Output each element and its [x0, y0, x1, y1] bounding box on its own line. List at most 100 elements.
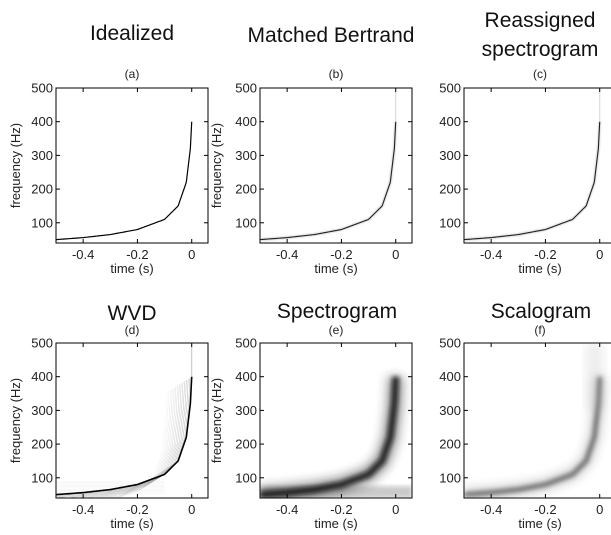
panel-d-interference-term: [117, 392, 168, 498]
panel-b-ytick-label: 400: [235, 114, 257, 129]
panel-d-interference-term: [81, 383, 182, 498]
panel-c-title-line-2: spectrogram: [482, 38, 599, 61]
panel-d-ticks: 100 200 300 400 500 -0.4 -0.2 0: [31, 336, 208, 517]
panel-d-interference-term: [56, 380, 187, 498]
panel-c-title-line-1: Reassigned: [485, 9, 596, 32]
panel-e-xlabel: time (s): [314, 516, 357, 531]
panel-e-ylabel: frequency (Hz): [209, 378, 224, 463]
panel-d-xtick-label: -0.2: [126, 502, 148, 517]
panel-f-ytick-label: 400: [439, 369, 461, 384]
panel-e-plot: [260, 343, 412, 498]
panel-b-axes: [259, 87, 413, 244]
panel-f-xtick-label: -0.4: [480, 502, 502, 517]
panel-d-ytick-label: 100: [31, 470, 53, 485]
panel-f-plot: [464, 343, 606, 498]
panel-b-ytick-label: 100: [235, 215, 257, 230]
panel-d-interference-term: [89, 384, 180, 498]
panel-f: Scalogram (f) 100 200 300 400 500 -0.4 -0.2 0 t…: [439, 300, 611, 531]
panel-c-xlabel: time (s): [518, 261, 561, 276]
panel-a-ytick-label: 500: [31, 81, 53, 96]
panel-d-interference-term: [97, 385, 178, 498]
panel-f-ytick-label: 300: [439, 403, 461, 418]
panel-e-xtick-label: 0: [392, 502, 399, 517]
panel-d-title: WVD: [108, 302, 157, 325]
panel-d-xlabel: time (s): [110, 516, 153, 531]
panel-a-xtick-label: -0.2: [126, 247, 148, 262]
panel-b: Matched Bertrand (b) 100 200 300 400 500 -0.4…: [209, 24, 414, 276]
panel-d-plot: [56, 343, 193, 498]
panel-f-ytick-label: 100: [439, 470, 461, 485]
panel-a-xtick-label: -0.4: [72, 247, 94, 262]
panel-c-ytick-label: 100: [439, 215, 461, 230]
panel-d: WVD (d) 100 200 300 400 500 -0.4 -0.2 0 time (s…: [8, 302, 209, 531]
panel-f-xlabel: time (s): [518, 516, 561, 531]
panel-e-ytick-label: 300: [235, 403, 257, 418]
panel-d-ridge: [56, 376, 193, 496]
panel-b-ticks: 100 200 300 400 500 -0.4 -0.2 0: [235, 81, 412, 262]
panel-d-ylabel: frequency (Hz): [8, 378, 23, 463]
panel-a: Idealized (a) 100 200 300 400 500 -0.4 -0.2 0 t…: [8, 22, 209, 276]
panel-e-ticks: 100 200 300 400 500 -0.4 -0.2 0: [235, 336, 412, 517]
panel-a-ticks: 100 200 300 400 500 -0.4 -0.2 0: [31, 81, 208, 262]
panel-d-ytick-label: 500: [31, 336, 53, 351]
panel-f-ridge: [464, 376, 603, 498]
panel-b-xtick-label: -0.4: [276, 247, 298, 262]
panel-e-ytick-label: 500: [235, 336, 257, 351]
panel-f-title: Scalogram: [491, 300, 591, 323]
panel-c-xtick-label: 0: [596, 247, 603, 262]
panel-a-xlabel: time (s): [110, 261, 153, 276]
panel-d-interference-term: [110, 389, 173, 498]
panel-c-ridge: [464, 121, 601, 241]
panel-e-ytick-label: 100: [235, 470, 257, 485]
panel-a-ytick-label: 300: [31, 148, 53, 163]
panel-c-ytick-label: 200: [439, 182, 461, 197]
panel-d-subtitle: (d): [125, 323, 140, 337]
panel-b-ylabel: frequency (Hz): [209, 123, 224, 208]
panel-f-ytick-label: 500: [439, 336, 461, 351]
panel-b-ytick-label: 300: [235, 148, 257, 163]
panel-b-ytick-label: 500: [235, 81, 257, 96]
panel-e-ridge: [260, 376, 400, 498]
panel-d-interference-term: [101, 386, 177, 498]
panel-f-ticks: 100 200 300 400 500 -0.4 -0.2 0: [439, 336, 603, 518]
panel-b-ytick-label: 200: [235, 182, 257, 197]
panel-a-plot: [56, 121, 193, 241]
panel-d-xtick-label: 0: [188, 502, 195, 517]
panel-b-xlabel: time (s): [314, 261, 357, 276]
panel-a-ylabel: frequency (Hz): [8, 123, 23, 208]
panel-a-ridge: [56, 121, 193, 241]
panel-d-interference-term: [56, 378, 189, 497]
panel-b-subtitle: (b): [329, 67, 344, 81]
panel-c-xtick-label: -0.4: [480, 247, 502, 262]
panel-f-ytick-label: 200: [439, 437, 461, 452]
panel-e-ytick-label: 400: [235, 369, 257, 384]
panel-c-plot: [464, 88, 602, 242]
panel-c-subtitle: (c): [533, 67, 547, 81]
panel-e-subtitle: (e): [329, 323, 344, 337]
panel-c-ytick-label: 500: [439, 81, 461, 96]
panel-f-high-freq-smear: [585, 343, 604, 411]
panel-e-xtick-label: -0.4: [276, 502, 298, 517]
panel-a-subtitle: (a): [125, 67, 140, 81]
panel-b-title: Matched Bertrand: [248, 24, 415, 47]
panel-f-subtitle: (f): [534, 323, 545, 337]
panel-a-ytick-label: 200: [31, 182, 53, 197]
panel-d-xtick-label: -0.4: [72, 502, 94, 517]
panel-d-interference-term: [59, 381, 185, 498]
panel-d-ytick-label: 400: [31, 369, 53, 384]
panel-a-ytick-label: 400: [31, 114, 53, 129]
panel-a-axes: [55, 87, 209, 244]
panel-b-ridge: [260, 121, 397, 241]
panel-c-xtick-label: -0.2: [534, 247, 556, 262]
panel-d-interference-term: [105, 387, 175, 498]
panel-e-xtick-label: -0.2: [330, 502, 352, 517]
panel-d-ytick-label: 200: [31, 437, 53, 452]
panel-d-interference-term: [116, 391, 170, 498]
panel-b-plot: [260, 88, 398, 242]
panel-e-ytick-label: 200: [235, 437, 257, 452]
panel-c: Reassigned spectrogram (c) 100 200 300 400 5…: [439, 9, 611, 276]
panel-d-interference-term: [114, 390, 171, 498]
panel-b-xtick-label: 0: [392, 247, 399, 262]
panel-d-ytick-label: 300: [31, 403, 53, 418]
panel-c-ticks: 100 200 300 400 500 -0.4 -0.2 0: [439, 81, 603, 263]
